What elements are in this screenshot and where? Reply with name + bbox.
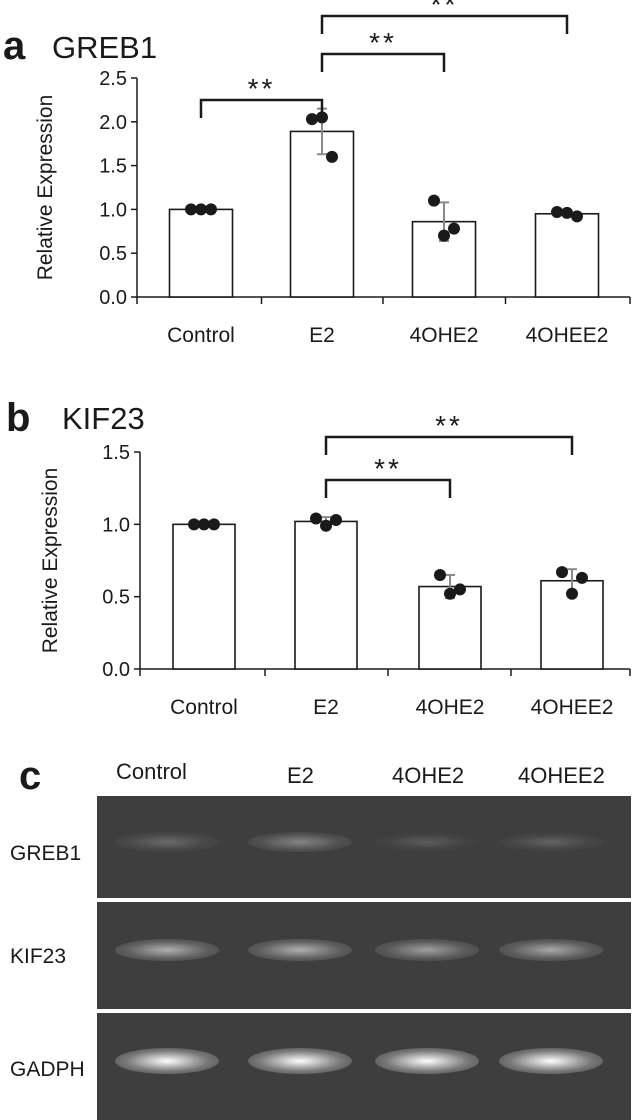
x-tick-label-2: 4OHE2: [416, 696, 485, 719]
x-tick-label-3: 4OHEE2: [526, 324, 609, 347]
gel-band-gadph-2: [375, 1048, 479, 1074]
gel-band-gadph-0: [115, 1048, 219, 1074]
gel-strip-greb1: [97, 796, 631, 898]
gel-lane-label-control: Control: [116, 759, 187, 784]
data-point-3-2: [576, 571, 588, 584]
significance-label-1: **: [435, 410, 463, 441]
gel-lane-label-4ohee2: 4OHEE2: [518, 763, 605, 788]
y-tick-label: 2.5: [99, 68, 127, 90]
x-tick-label-1: E2: [313, 696, 339, 719]
gel-row-label-greb1: GREB1: [10, 842, 82, 865]
data-point-1-1: [320, 519, 332, 532]
x-tick-label-0: Control: [170, 696, 238, 719]
y-tick-label: 1.5: [99, 156, 127, 178]
bar-1: [289, 130, 355, 298]
gel-strip-kif23: [97, 902, 631, 1009]
gel-strip-gadph: [97, 1013, 631, 1120]
kif23-bar-chart: 0.0 0.5 1.0 1.5 Relative Expression Control E2…: [39, 410, 631, 719]
bar-3: [534, 212, 600, 298]
data-point-2-1: [444, 587, 456, 600]
data-point-1-2: [330, 513, 342, 526]
significance-bracket-2: [320, 14, 569, 34]
panel-a-label: a: [3, 24, 26, 68]
greb1-bar-chart: 0.0 0.5 1.0 1.5 2.0 2.5 Relative Expression Con…: [34, 0, 631, 347]
data-point-0-1: [195, 203, 207, 216]
x-tick-label-2: 4OHE2: [410, 324, 479, 347]
gel-band-greb1-1: [248, 831, 352, 853]
data-point-0-2: [208, 518, 220, 531]
panel-a-title: GREB1: [52, 30, 158, 65]
significance-bracket-1: [320, 52, 446, 72]
y-tick-label: 0.0: [99, 287, 127, 309]
data-point-0-2: [205, 203, 217, 216]
panel-b-label: b: [6, 396, 31, 440]
y-axis-label: Relative Expression: [34, 95, 57, 281]
bar-0: [168, 208, 234, 298]
significance-label-0: **: [248, 73, 276, 104]
significance-label-1: **: [369, 27, 397, 58]
significance-bracket-0: [199, 98, 324, 118]
significance-bracket-1: [324, 435, 574, 455]
data-point-2-0: [434, 568, 446, 581]
y-tick-label: 0.5: [102, 587, 130, 609]
y-tick-label: 2.0: [99, 112, 127, 134]
data-point-2-0: [428, 194, 440, 207]
significance-label-0: **: [374, 453, 402, 484]
data-point-3-0: [556, 566, 568, 579]
gel-band-greb1-0: [115, 832, 219, 852]
x-tick-label-1: E2: [309, 324, 335, 347]
x-tick-label-0: Control: [167, 324, 235, 347]
data-point-2-2: [454, 583, 466, 596]
y-tick-label: 1.0: [102, 514, 130, 536]
data-point-3-0: [551, 206, 563, 219]
gel-band-gadph-3: [499, 1048, 603, 1074]
data-point-3-1: [561, 206, 573, 219]
y-tick-label: 1.0: [99, 199, 127, 221]
gel-band-gadph-1: [248, 1048, 352, 1074]
gel-row-label-kif23: KIF23: [10, 945, 67, 968]
bar-0: [172, 523, 236, 670]
data-point-1-0: [310, 512, 322, 525]
y-tick-label: 1.5: [102, 442, 130, 464]
data-point-0-1: [198, 518, 210, 531]
y-tick-label: 0.5: [99, 243, 127, 265]
data-point-0-0: [188, 518, 200, 531]
bar-1: [294, 520, 358, 670]
panel-c-label: c: [19, 754, 42, 798]
gel-band-kif23-1: [248, 938, 352, 962]
gel-lane-label-4ohe2: 4OHE2: [392, 763, 465, 788]
gel-row-label-gadph: GADPH: [10, 1058, 85, 1081]
gel-band-greb1-2: [375, 832, 479, 852]
data-point-1-2: [326, 150, 338, 163]
x-tick-label-3: 4OHEE2: [531, 696, 614, 719]
y-axis-label: Relative Expression: [39, 468, 62, 654]
gel-band-kif23-0: [115, 938, 219, 962]
significance-bracket-0: [324, 478, 452, 498]
significance-label-2: **: [431, 0, 459, 20]
data-point-0-0: [185, 203, 197, 216]
data-point-1-0: [306, 113, 318, 126]
y-tick-label: 0.0: [102, 659, 130, 681]
gel-band-kif23-2: [375, 939, 479, 961]
panel-b-title: KIF23: [62, 401, 145, 436]
data-point-2-1: [438, 229, 450, 242]
gel-lane-label-e2: E2: [287, 763, 314, 788]
data-point-3-1: [566, 587, 578, 600]
data-point-3-2: [571, 210, 583, 223]
gel-band-greb1-3: [499, 832, 603, 852]
data-point-2-2: [448, 222, 460, 235]
gel-band-kif23-3: [499, 939, 603, 961]
